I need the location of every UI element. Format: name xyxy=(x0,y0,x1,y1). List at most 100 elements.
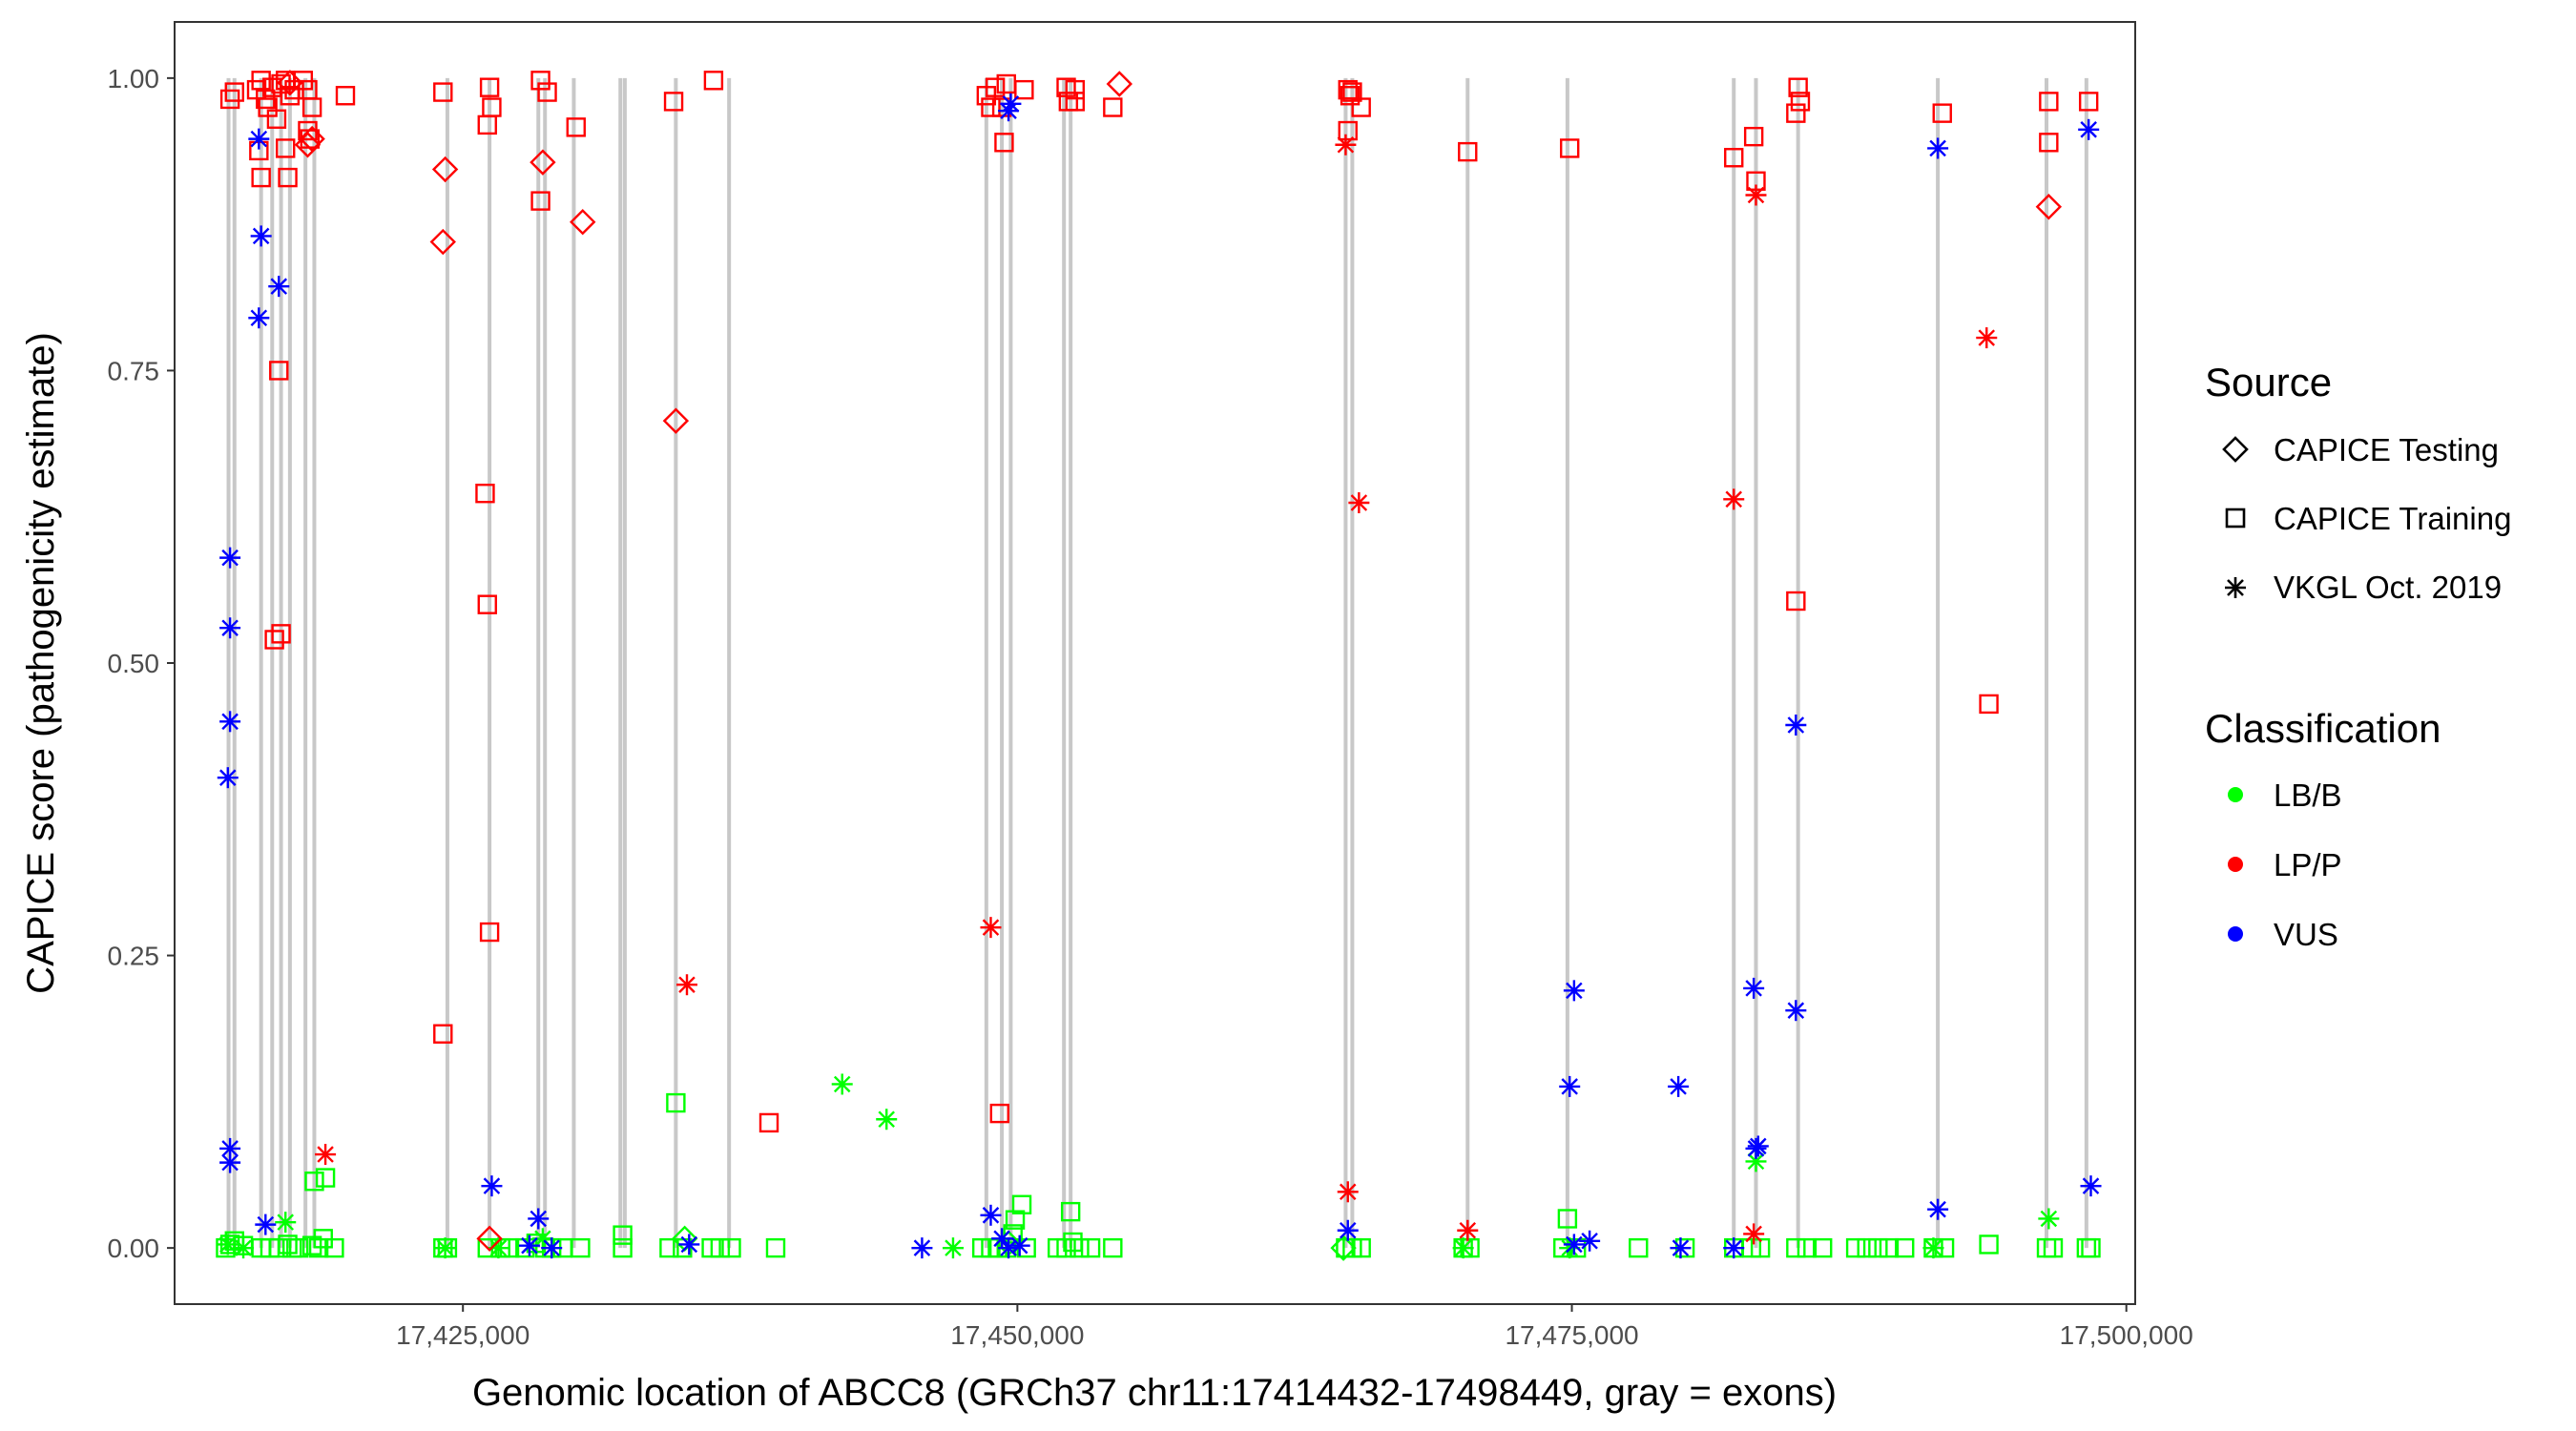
data-point-vus-star xyxy=(1927,137,1949,159)
data-point-lpp-diamond xyxy=(570,208,596,236)
data-point-lbb-star xyxy=(2038,1208,2060,1230)
data-point-lpp-square xyxy=(1014,79,1034,100)
data-point-vus-star xyxy=(2078,118,2100,140)
legend-key-lbb-dot-icon xyxy=(2228,787,2243,802)
data-point-lbb-square xyxy=(2081,1237,2101,1258)
data-point-lpp-diamond xyxy=(294,132,322,158)
data-point-lpp-star xyxy=(1337,1181,1359,1203)
y-tick-label: 1.00 xyxy=(108,64,160,93)
data-point-vus-star xyxy=(678,1234,700,1255)
data-point-lpp-square xyxy=(2039,92,2059,112)
data-point-lpp-square xyxy=(251,71,271,91)
data-point-lpp-star xyxy=(1976,327,1998,349)
data-point-lbb-star xyxy=(434,1237,456,1259)
data-point-lbb-square xyxy=(1979,1234,1999,1255)
data-point-lpp-square xyxy=(1786,591,1806,612)
data-point-lbb-square xyxy=(1629,1237,1649,1258)
data-point-vus-star xyxy=(217,767,239,789)
data-point-lbb-square xyxy=(1895,1237,1915,1258)
axes: 0.00 0.25 0.50 0.75 1.00 17,425,000 17,450,000… xyxy=(108,64,2193,1350)
legend-label-vus: VUS xyxy=(2274,917,2338,952)
legend-key-capice-testing-diamond-icon xyxy=(2222,436,2249,463)
data-point-lpp-square xyxy=(566,117,586,137)
data-point-lpp-square xyxy=(1458,141,1478,162)
data-point-lpp-star xyxy=(1457,1219,1479,1241)
data-point-lpp-star xyxy=(1743,1223,1765,1245)
data-point-lpp-square xyxy=(269,361,289,381)
x-tick-label: 17,475,000 xyxy=(1505,1320,1638,1350)
legend-key-lpp-dot-icon xyxy=(2228,857,2243,872)
data-point-lpp-square xyxy=(475,483,495,504)
data-point-lbb-square xyxy=(710,1237,731,1258)
y-tick-label: 0.00 xyxy=(108,1234,160,1263)
legend-key-capice-training-square-icon xyxy=(2225,508,2246,529)
legend-label-capice-training: CAPICE Training xyxy=(2274,501,2511,536)
data-point-lpp-star xyxy=(315,1144,337,1166)
data-point-lpp-square xyxy=(2039,133,2059,153)
data-point-lbb-square xyxy=(301,1235,322,1255)
data-point-lbb-square xyxy=(1103,1237,1123,1258)
data-point-lpp-square xyxy=(1786,103,1806,123)
data-point-vus-star xyxy=(1008,1234,1030,1256)
data-point-lbb-star xyxy=(275,1212,297,1234)
data-point-vus-star xyxy=(248,128,270,150)
data-point-vus-star xyxy=(1563,980,1585,1002)
data-point-vus-star xyxy=(991,1228,1013,1250)
legend: Source CAPICE Testing CAPICE Training VK… xyxy=(2205,360,2511,952)
data-point-vus-star xyxy=(1723,1237,1745,1259)
data-point-lpp-star xyxy=(1745,184,1767,206)
data-point-lpp-square xyxy=(1338,79,1358,100)
data-point-lpp-square xyxy=(264,630,284,650)
data-point-vus-star xyxy=(1337,1219,1359,1241)
data-point-lpp-diamond xyxy=(530,149,556,176)
data-point-lpp-square xyxy=(1724,148,1744,168)
data-point-lpp-square xyxy=(335,86,356,106)
legend-title-source: Source xyxy=(2205,360,2332,404)
x-axis-title: Genomic location of ABCC8 (GRCh37 chr11:… xyxy=(472,1372,1837,1414)
legend-key-vus-dot-icon xyxy=(2228,926,2243,942)
data-point-vus-star xyxy=(998,100,1020,122)
data-point-lpp-diamond xyxy=(476,1225,503,1253)
data-point-lpp-square xyxy=(530,191,551,211)
data-point-vus-star xyxy=(2080,1175,2102,1197)
data-point-lpp-diamond xyxy=(1106,71,1133,97)
data-point-lbb-square xyxy=(1879,1237,1900,1258)
data-point-lbb-square xyxy=(765,1237,786,1258)
data-point-lpp-star xyxy=(1723,488,1745,510)
data-point-vus-star xyxy=(219,547,241,569)
data-point-lbb-square xyxy=(721,1237,741,1258)
data-point-lbb-square xyxy=(1813,1237,1833,1258)
data-point-lpp-square xyxy=(477,594,497,614)
data-point-lbb-square xyxy=(613,1237,633,1258)
data-point-lbb-square xyxy=(1351,1237,1371,1258)
data-point-lbb-square xyxy=(1557,1209,1578,1229)
data-point-vus-star xyxy=(1668,1075,1690,1097)
data-point-lpp-square xyxy=(1065,92,1086,112)
data-point-lbb-square xyxy=(324,1237,344,1258)
data-point-lbb-star xyxy=(942,1237,964,1259)
data-point-vus-star xyxy=(1743,977,1765,999)
data-point-lbb-star xyxy=(831,1073,853,1095)
data-point-lbb-square xyxy=(659,1237,679,1258)
legend-title-classification: Classification xyxy=(2205,706,2441,751)
data-point-lpp-square xyxy=(477,114,497,135)
data-point-lbb-star xyxy=(233,1237,255,1259)
data-point-lbb-star xyxy=(876,1109,898,1130)
data-point-vus-star xyxy=(518,1234,540,1256)
data-point-lbb-square xyxy=(1070,1237,1090,1258)
data-point-lpp-diamond xyxy=(431,156,459,183)
data-point-lpp-square xyxy=(479,922,500,943)
data-point-lpp-square xyxy=(278,167,298,188)
data-point-lbb-square xyxy=(1056,1237,1076,1258)
data-point-lpp-square xyxy=(1351,97,1371,117)
data-point-lbb-square xyxy=(515,1237,535,1258)
data-point-lbb-square xyxy=(2043,1237,2064,1258)
x-tick-label: 17,450,000 xyxy=(950,1320,1084,1350)
exon-lines xyxy=(226,77,2088,1249)
data-point-lpp-square xyxy=(1560,138,1580,158)
data-point-lpp-square xyxy=(276,138,296,158)
data-point-lbb-square xyxy=(1786,1237,1806,1258)
data-point-lbb-star xyxy=(1922,1237,1944,1259)
